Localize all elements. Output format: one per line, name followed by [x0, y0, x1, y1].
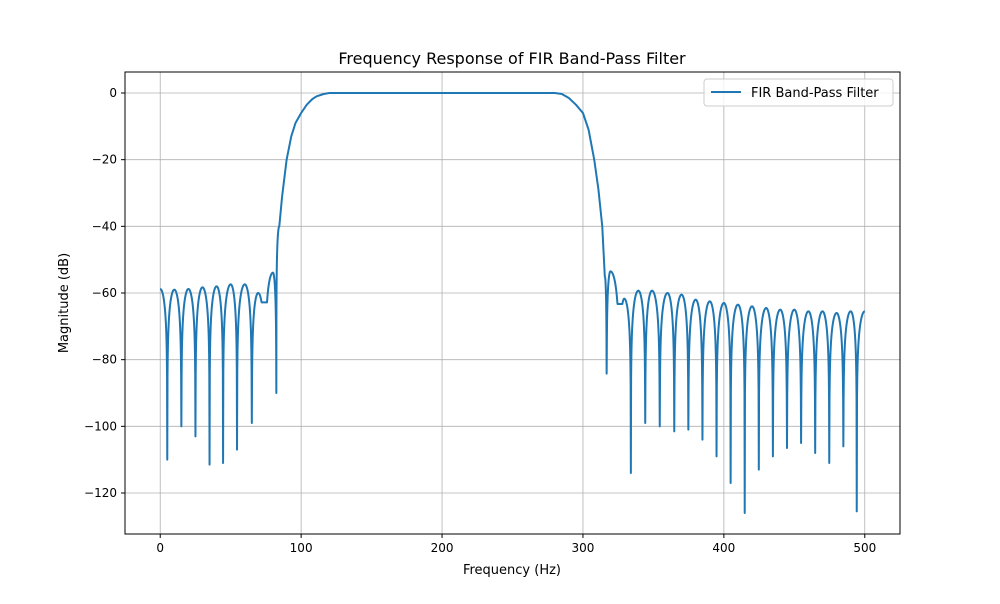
x-tick-label: 0 — [156, 541, 164, 555]
y-tick-label: −40 — [92, 219, 117, 233]
ticks: 0 100 200 300 400 500 0 −20 −40 −60 −80 −100 −120 — [84, 86, 876, 555]
chart-title: Frequency Response of FIR Band-Pass Filt… — [338, 49, 686, 68]
legend-box — [703, 78, 894, 107]
y-tick-label: −60 — [92, 286, 117, 300]
x-tick-label: 100 — [290, 541, 313, 555]
x-tick-label: 200 — [431, 541, 454, 555]
grid — [125, 72, 900, 534]
plot-frame — [124, 71, 901, 535]
y-tick-label: −100 — [84, 419, 117, 433]
series-line-fir-band-pass-filter — [159, 92, 866, 514]
y-tick-label: −120 — [84, 486, 117, 500]
x-axis-label: Frequency (Hz) — [463, 563, 561, 578]
y-tick-label: 0 — [109, 86, 117, 100]
x-tick-label: 500 — [853, 541, 876, 555]
x-tick-label: 300 — [572, 541, 595, 555]
x-tick-label: 400 — [712, 541, 735, 555]
legend-label: FIR Band-Pass Filter — [751, 86, 879, 101]
y-tick-label: −80 — [92, 353, 117, 367]
y-tick-label: −20 — [92, 153, 117, 167]
legend: FIR Band-Pass Filter — [703, 78, 894, 107]
y-axis-label: Magnitude (dB) — [57, 253, 72, 353]
